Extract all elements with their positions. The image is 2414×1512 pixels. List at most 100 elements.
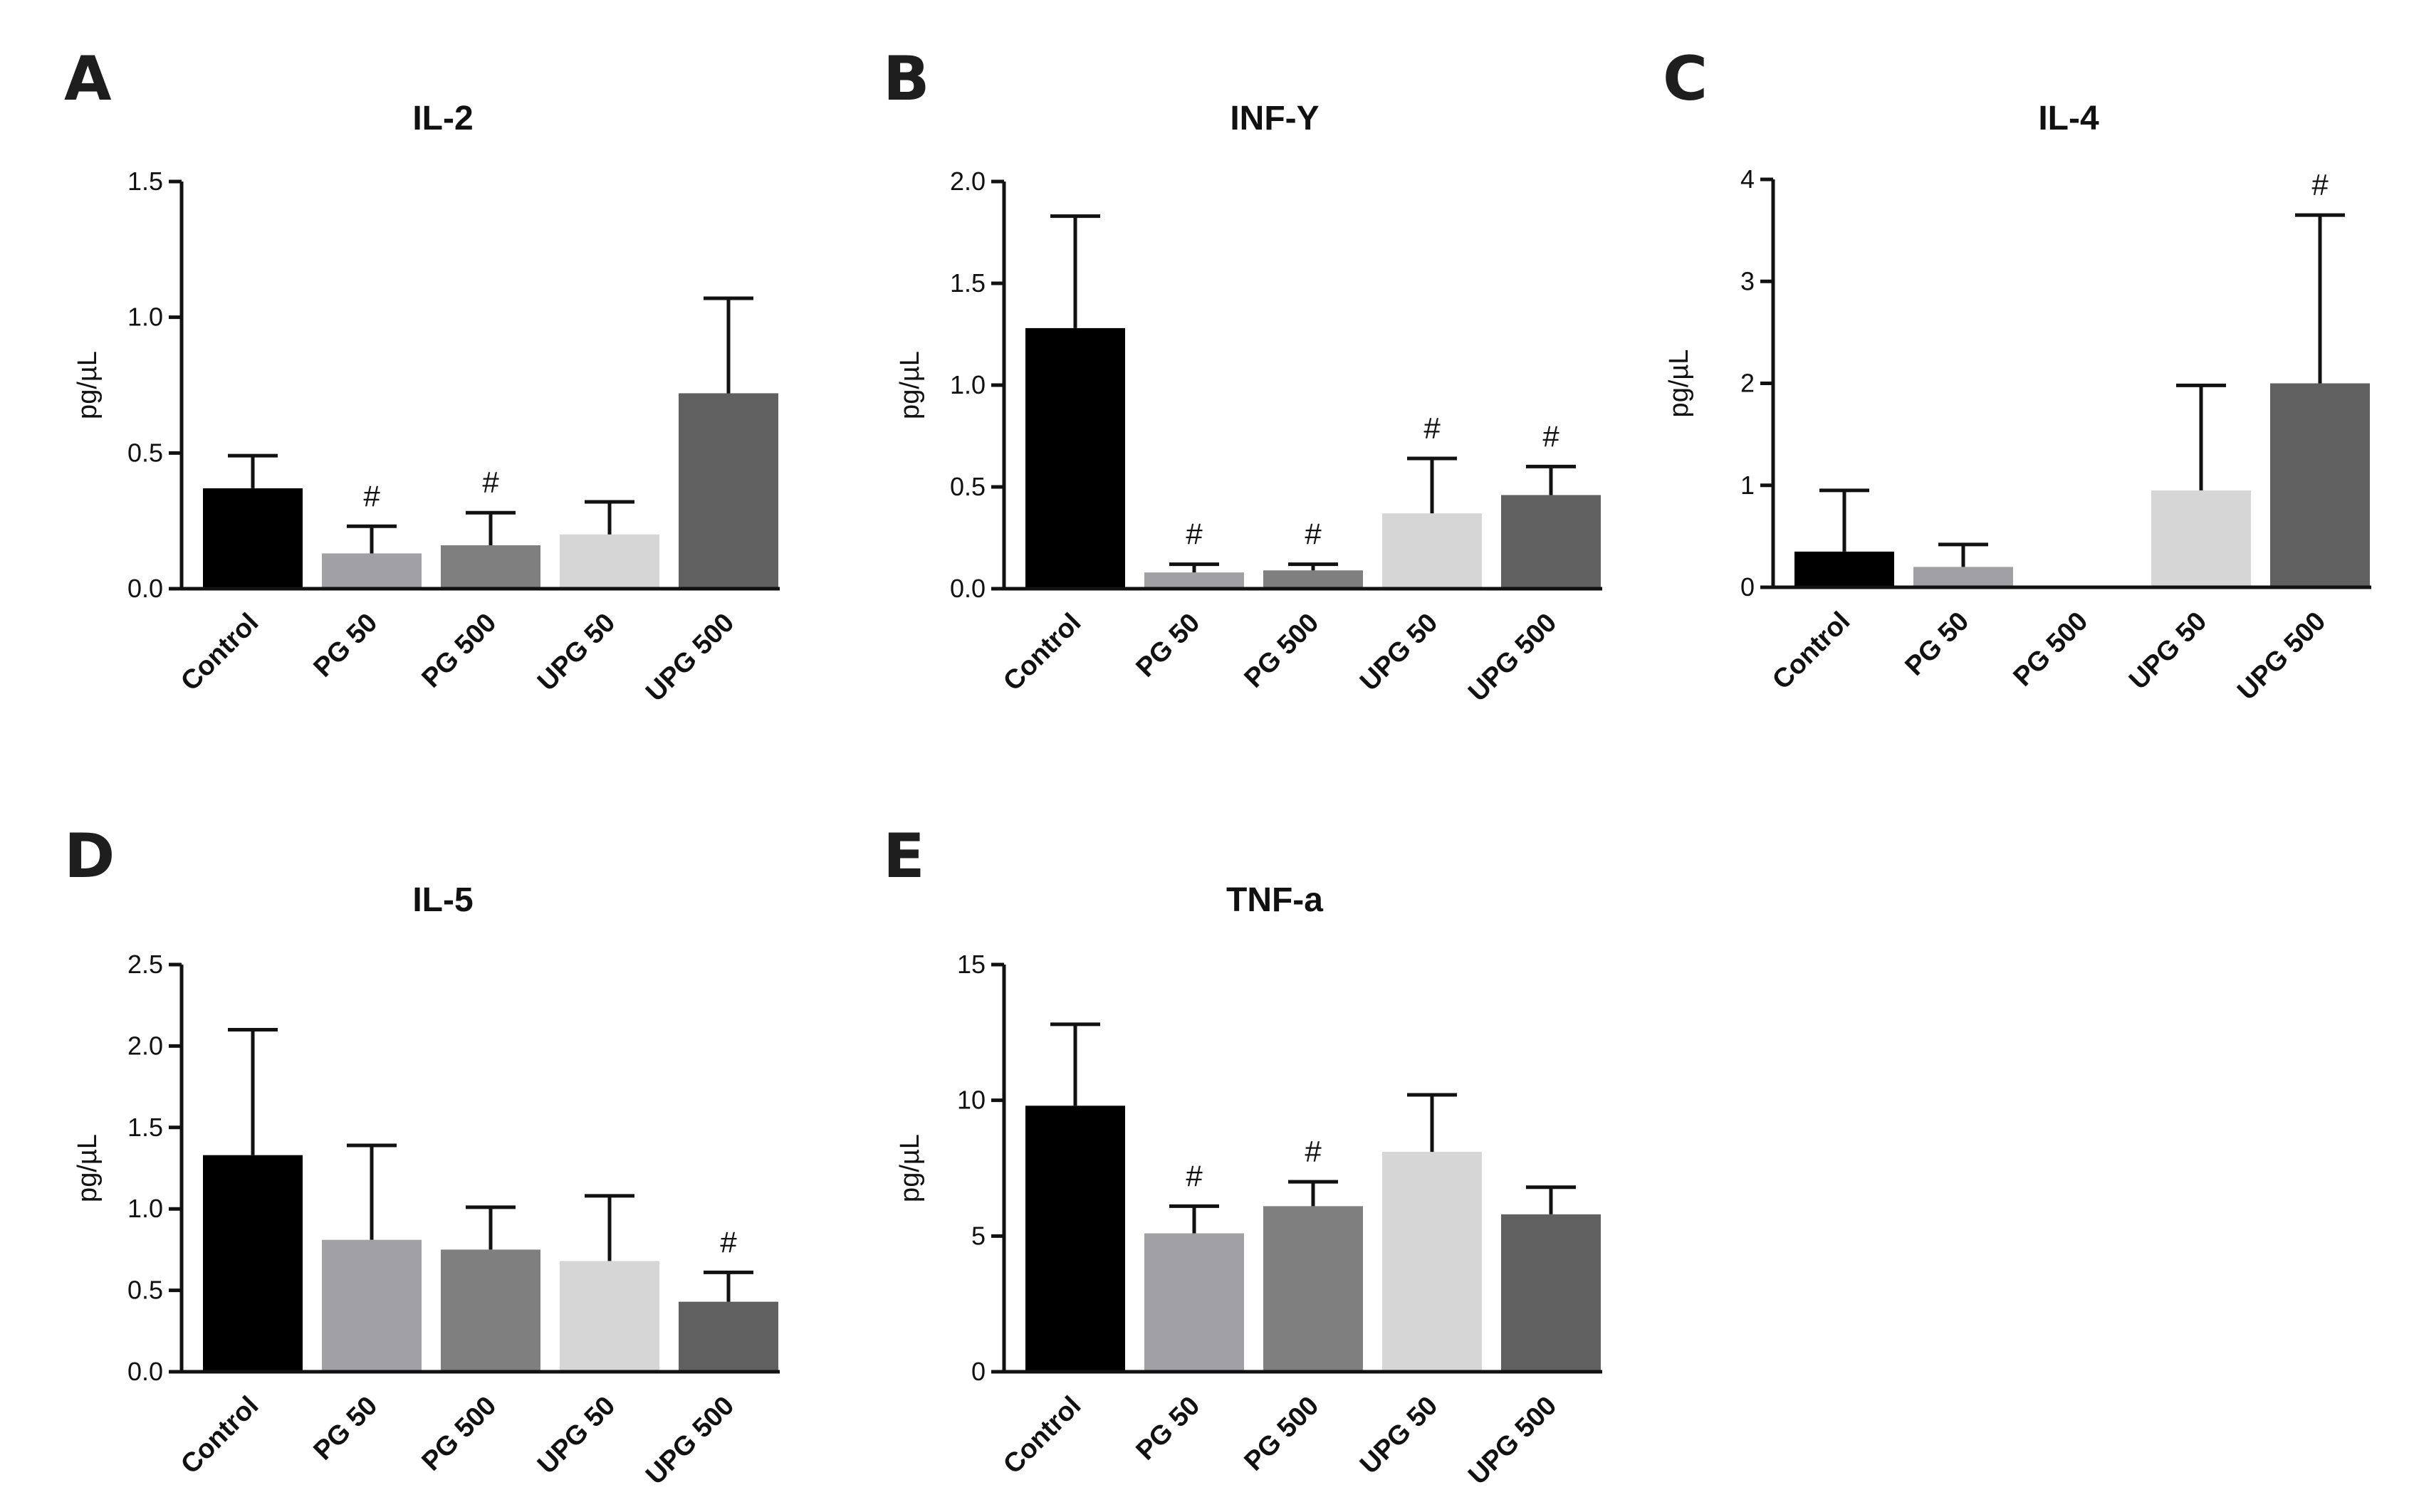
significance-mark: # (1186, 1159, 1203, 1192)
x-tick-label: PG 500 (417, 1391, 503, 1477)
y-tick-label: 1 (1740, 471, 1755, 500)
x-tick-label: UPG 500 (1463, 1391, 1562, 1491)
bar-upg-500 (679, 1301, 778, 1372)
significance-mark: # (482, 466, 499, 499)
x-tick-label: PG 500 (417, 608, 503, 694)
significance-mark: # (720, 1225, 737, 1259)
y-tick-label: 0.0 (950, 574, 986, 603)
chart-title: TNF-a (1226, 881, 1323, 919)
x-tick-label: UPG 50 (532, 608, 621, 697)
significance-mark: # (1305, 1135, 1322, 1168)
y-tick-label: 2.5 (127, 950, 163, 979)
bar-upg-50 (560, 1261, 659, 1372)
bar-upg-50 (2151, 490, 2251, 587)
y-tick-label: 1.5 (127, 167, 163, 196)
bar-upg-50 (560, 534, 659, 589)
chart-title: IL-2 (412, 100, 473, 137)
x-tick-label: PG 500 (2008, 607, 2094, 693)
x-tick-label: Control (998, 1391, 1087, 1480)
significance-mark: # (2311, 168, 2329, 201)
chart-panel-B: B INF-Y pg/µL Control # PG 50 # PG 500 # UPG 50 # U… (883, 43, 1602, 708)
x-tick-label: UPG 50 (532, 1391, 621, 1480)
bar-upg-500 (679, 393, 778, 589)
x-tick-label: UPG 500 (640, 1391, 740, 1491)
chart-panel-D: D IL-5 pg/µL Control PG 50 PG 500 UPG 50 # UPG 5… (64, 821, 780, 1491)
bar-pg-500 (1263, 1206, 1363, 1372)
panel-letter: D (64, 821, 115, 892)
chart-title: INF-Y (1230, 100, 1319, 137)
bar-upg-500 (2270, 383, 2370, 587)
bar-control (1794, 551, 1894, 587)
y-tick-label: 5 (971, 1221, 986, 1250)
panel-letter: A (64, 43, 112, 115)
y-tick-label: 0.5 (127, 438, 163, 467)
y-tick-label: 2.0 (950, 167, 986, 196)
y-tick-label: 0.5 (127, 1276, 163, 1305)
x-tick-label: PG 500 (1239, 1391, 1325, 1477)
significance-mark: # (1305, 518, 1322, 551)
x-tick-label: PG 50 (1130, 608, 1206, 683)
y-tick-label: 3 (1740, 266, 1755, 295)
y-tick-label: 2 (1740, 369, 1755, 398)
bar-pg-50 (1144, 572, 1244, 589)
x-tick-label: UPG 500 (640, 608, 740, 708)
y-tick-label: 0.5 (950, 472, 986, 501)
chart-panel-E: E TNF-a pg/µL Control # PG 50 # PG 500 UPG 50 UPG… (883, 821, 1602, 1491)
significance-mark: # (1542, 419, 1559, 453)
x-tick-label: PG 500 (1239, 608, 1325, 694)
y-tick-label: 15 (957, 950, 986, 979)
bar-pg-50 (1144, 1233, 1244, 1372)
panel-letter: E (883, 821, 925, 892)
y-tick-label: 0.0 (127, 1357, 163, 1386)
y-axis-label: pg/µL (1664, 350, 1694, 418)
x-tick-label: UPG 50 (2123, 607, 2212, 695)
y-tick-label: 1.5 (950, 268, 986, 298)
bar-upg-500 (1501, 1214, 1601, 1372)
y-tick-label: 1.0 (127, 1194, 163, 1223)
chart-title: IL-5 (412, 881, 473, 919)
significance-mark: # (363, 479, 380, 513)
x-tick-label: UPG 50 (1354, 1391, 1443, 1480)
x-tick-label: UPG 500 (1463, 608, 1562, 708)
chart-panel-C: C IL-4 pg/µL Control PG 50 PG 500 UPG 50 # UPG 5… (1663, 43, 2371, 706)
bar-pg-500 (1263, 570, 1363, 589)
bar-pg-50 (322, 553, 422, 589)
bar-control (1025, 1106, 1125, 1372)
bar-pg-500 (441, 1249, 540, 1372)
significance-mark: # (1186, 518, 1203, 551)
bar-control (203, 1155, 303, 1372)
y-axis-label: pg/µL (73, 1134, 103, 1202)
bar-upg-500 (1501, 495, 1601, 589)
y-axis-label: pg/µL (895, 1134, 925, 1202)
panel-letter: B (883, 43, 930, 115)
y-tick-label: 4 (1740, 164, 1755, 194)
bar-upg-50 (1382, 1152, 1482, 1372)
x-tick-label: Control (175, 608, 264, 697)
x-tick-label: Control (1767, 607, 1856, 695)
bar-control (203, 488, 303, 589)
x-tick-label: UPG 50 (1354, 608, 1443, 697)
y-tick-label: 1.0 (950, 370, 986, 399)
x-tick-label: Control (998, 608, 1087, 697)
bar-upg-50 (1382, 513, 1482, 589)
x-tick-label: PG 50 (1899, 607, 1975, 682)
x-tick-label: PG 50 (308, 608, 383, 683)
bar-pg-50 (322, 1239, 422, 1372)
y-axis-label: pg/µL (895, 351, 925, 419)
bar-pg-500 (441, 545, 540, 589)
x-tick-label: Control (175, 1391, 264, 1480)
panel-letter: C (1663, 43, 1708, 115)
y-tick-label: 0 (1740, 572, 1755, 602)
y-axis-label: pg/µL (73, 351, 103, 419)
bar-control (1025, 327, 1125, 589)
y-tick-label: 0.0 (127, 574, 163, 603)
y-tick-label: 1.5 (127, 1113, 163, 1142)
y-tick-label: 0 (971, 1357, 986, 1386)
x-tick-label: UPG 500 (2232, 607, 2331, 706)
chart-title: IL-4 (2038, 100, 2099, 137)
x-tick-label: PG 50 (308, 1391, 383, 1466)
y-tick-label: 1.0 (127, 303, 163, 332)
bar-pg-50 (1913, 567, 2013, 587)
chart-panel-A: A IL-2 pg/µL Control # PG 50 # PG 500 UPG 50 UPG … (64, 43, 780, 708)
